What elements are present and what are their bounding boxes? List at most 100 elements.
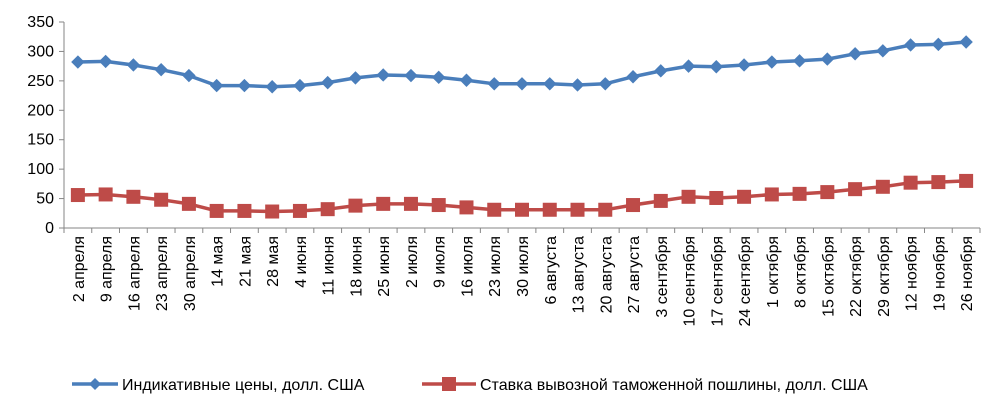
- series-1-point: [848, 47, 862, 61]
- series-2-point: [376, 196, 391, 211]
- series-1-point: [792, 54, 807, 68]
- series-1-point: [209, 78, 224, 93]
- x-tick-label: 2 июля: [404, 236, 421, 288]
- series-2-point: [70, 188, 85, 203]
- series-2-point: [459, 200, 474, 215]
- series-2-point: [542, 202, 557, 217]
- series-1-point: [376, 68, 390, 82]
- y-tick-label: 0: [45, 220, 54, 237]
- x-tick-label: 30 апреля: [182, 236, 199, 311]
- series-1-point: [543, 77, 557, 91]
- series-2-point: [626, 198, 641, 213]
- legend-item-1: Индикативные цены, долл. США: [72, 377, 365, 394]
- x-tick-label: 3 сентября: [654, 236, 671, 318]
- x-tick-label: 13 августа: [571, 236, 588, 313]
- legend-marker: [89, 378, 101, 390]
- series-1-point: [931, 37, 946, 52]
- series-2-point: [709, 190, 724, 205]
- y-tick-label: 300: [27, 43, 54, 60]
- series-2-point: [820, 185, 835, 200]
- series-1-point: [598, 77, 612, 91]
- series-1-point: [348, 71, 363, 85]
- series-2-point: [959, 173, 974, 188]
- series-1-point: [654, 64, 668, 78]
- x-tick-label: 30 июля: [515, 236, 532, 297]
- series-1-point: [265, 80, 279, 94]
- x-tick-label: 4 июня: [293, 236, 310, 288]
- legend-item-2: Ставка вывозной таможенной пошлины, долл…: [422, 377, 868, 394]
- x-tick-label: 29 октября: [876, 236, 893, 317]
- series-1-point: [71, 55, 85, 69]
- series-2-point: [265, 204, 280, 219]
- x-tick-label: 23 июля: [487, 236, 504, 297]
- series-2-point: [403, 196, 418, 211]
- x-tick-label: 24 сентября: [737, 236, 754, 327]
- x-tick-label: 19 ноября: [931, 236, 948, 311]
- x-tick-label: 16 июля: [459, 236, 476, 297]
- y-tick-label: 200: [27, 102, 54, 119]
- series-1-point: [903, 38, 918, 52]
- series-1-point: [959, 35, 973, 49]
- x-tick-label: 27 августа: [626, 236, 643, 313]
- x-tick-label: 12 ноября: [904, 236, 921, 311]
- series-2-point: [209, 203, 224, 218]
- x-tick-label: 22 октября: [848, 236, 865, 317]
- series-2-point: [792, 186, 807, 201]
- series-1-point: [487, 77, 501, 91]
- series-1-point: [765, 55, 779, 69]
- series-2-point: [903, 175, 918, 190]
- series-2-point: [931, 175, 946, 190]
- y-tick-label: 250: [27, 73, 54, 90]
- legend-marker: [442, 377, 456, 391]
- y-tick-label: 100: [27, 161, 54, 178]
- series-1-point: [320, 75, 335, 90]
- series-2-point: [653, 193, 668, 208]
- series-1-point: [182, 68, 196, 83]
- series-1-point: [820, 52, 835, 66]
- x-tick-label: 8 октября: [793, 236, 810, 308]
- series-1-point: [681, 59, 696, 73]
- x-tick-label: 20 августа: [598, 236, 615, 313]
- series-2-point: [681, 189, 696, 204]
- x-tick-label: 26 ноября: [959, 236, 976, 311]
- series-2-point: [487, 202, 502, 217]
- x-tick-label: 2 апреля: [71, 236, 88, 302]
- y-tick-label: 150: [27, 132, 54, 149]
- series-1-point: [459, 73, 474, 87]
- series-1-point: [98, 54, 113, 69]
- series-1-point: [626, 70, 640, 84]
- x-tick-label: 9 июля: [432, 236, 449, 288]
- series-1-point: [515, 77, 529, 91]
- x-tick-label: 14 мая: [210, 236, 227, 287]
- series-1-point: [126, 58, 141, 72]
- x-tick-label: 1 октября: [765, 236, 782, 308]
- series-1-point: [404, 68, 418, 83]
- x-tick-label: 18 июня: [348, 236, 365, 297]
- y-tick-label: 350: [27, 14, 54, 31]
- series-2-point: [181, 196, 196, 211]
- x-tick-label: 23 апреля: [154, 236, 171, 311]
- x-tick-label: 21 мая: [237, 236, 254, 287]
- series-1-point: [737, 58, 751, 72]
- series-2-point: [515, 202, 529, 217]
- series-2-point: [875, 179, 890, 194]
- series-2-point: [154, 192, 169, 207]
- series-2-point: [570, 202, 585, 217]
- series-1-point: [570, 78, 585, 92]
- x-tick-label: 9 апреля: [99, 236, 116, 302]
- x-tick-label: 10 сентября: [682, 236, 699, 327]
- y-tick-label: 50: [36, 191, 54, 208]
- x-tick-label: 25 июня: [376, 236, 393, 297]
- series-1-point: [237, 78, 252, 93]
- legend-label: Индикативные цены, долл. США: [122, 377, 365, 394]
- series-2-point: [431, 198, 446, 213]
- series-2-point: [98, 187, 113, 202]
- x-tick-label: 6 августа: [543, 236, 560, 305]
- x-tick-label: 17 сентября: [709, 236, 726, 327]
- series-2-point: [237, 203, 252, 218]
- series-2-point: [737, 189, 752, 204]
- legend-label: Ставка вывозной таможенной пошлины, долл…: [480, 377, 868, 394]
- x-tick-label: 15 октября: [820, 236, 837, 317]
